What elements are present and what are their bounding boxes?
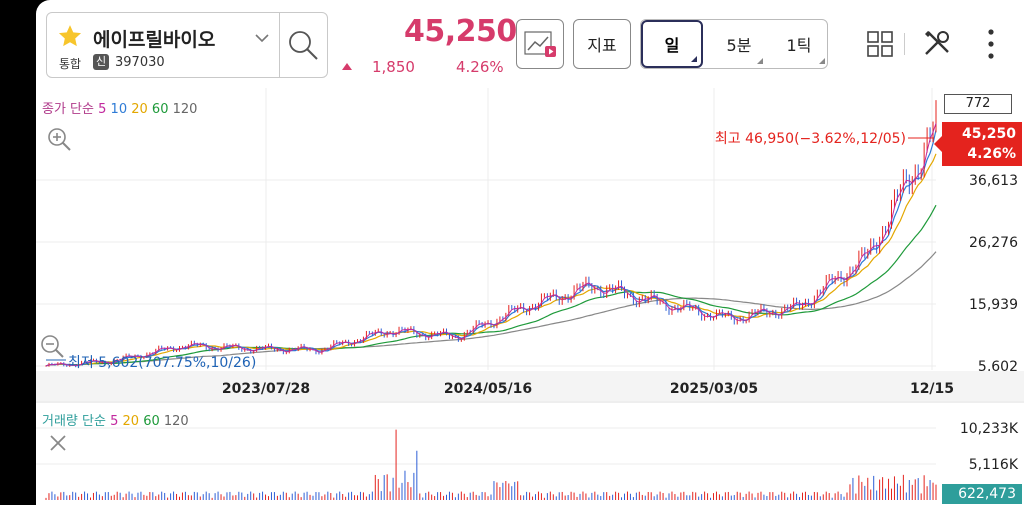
y-tick-label: 36,613 bbox=[969, 173, 1018, 189]
current-price-tag-value: 45,250 bbox=[961, 126, 1016, 142]
x-tick-label: 2024/05/16 bbox=[444, 381, 532, 397]
y-tick-label: 15,939 bbox=[969, 297, 1018, 313]
zoom-out-icon[interactable] bbox=[38, 332, 66, 360]
x-axis-band bbox=[36, 371, 1024, 401]
credit-badge: 신 bbox=[93, 54, 109, 70]
period-day-button[interactable]: 일 bbox=[641, 20, 703, 68]
vol-legend-ma20: 20 bbox=[122, 414, 140, 429]
chart-type-button[interactable] bbox=[516, 19, 564, 69]
vol-tick-label: 10,233K bbox=[960, 421, 1019, 437]
up-arrow-icon bbox=[342, 63, 352, 70]
legend-ma60: 60 bbox=[151, 102, 169, 117]
legend-ma5: 5 bbox=[98, 102, 107, 117]
period-5min-label: 5분 bbox=[726, 36, 752, 55]
star-icon[interactable] bbox=[57, 23, 83, 49]
ma10-line bbox=[45, 129, 937, 367]
more-vert-icon[interactable] bbox=[986, 28, 996, 60]
vol-legend-ma60: 60 bbox=[143, 414, 160, 429]
period-1tick-label: 1틱 bbox=[786, 36, 812, 55]
period-5min-button[interactable]: 5분 bbox=[711, 20, 767, 68]
ma5-line bbox=[45, 123, 937, 367]
top-value-box: 772 bbox=[944, 94, 1012, 114]
y-tick-label: 26,276 bbox=[969, 235, 1018, 251]
x-tick-label: 2025/03/05 bbox=[670, 381, 758, 397]
stock-code: 397030 bbox=[115, 55, 165, 70]
vol-legend-ma5: 5 bbox=[110, 414, 119, 429]
period-1tick-button[interactable]: 1틱 bbox=[769, 20, 829, 68]
ma60-line bbox=[45, 204, 937, 367]
stock-selector[interactable]: 에이프릴바이오 통합 신 397030 bbox=[46, 12, 328, 78]
current-price-tag-pct: 4.26% bbox=[967, 146, 1016, 162]
legend-ma10: 10 bbox=[110, 102, 128, 117]
vol-legend-label: 거래량 단순 bbox=[42, 414, 106, 429]
price-change: 1,850 bbox=[372, 58, 415, 76]
x-tick-label: 2023/07/28 bbox=[222, 381, 310, 397]
chart-area[interactable]: 36,613 26,276 15,939 5,602 2023/07/28 2024/05… bbox=[36, 88, 1024, 505]
tools-icon[interactable] bbox=[922, 28, 952, 58]
search-icon[interactable] bbox=[287, 29, 319, 61]
indicator-button[interactable]: 지표 bbox=[573, 19, 631, 69]
close-icon[interactable] bbox=[48, 433, 68, 453]
market-label: 통합 bbox=[59, 57, 82, 71]
current-price: 45,250 bbox=[404, 14, 517, 49]
high-annotation: 최고 46,950(−3.62%,12/05) bbox=[715, 131, 906, 147]
divider bbox=[904, 33, 905, 55]
ma20-line bbox=[45, 153, 937, 367]
zoom-in-icon[interactable] bbox=[46, 126, 72, 152]
stock-name[interactable]: 에이프릴바이오 bbox=[93, 29, 216, 51]
volume-current-tag: 622,473 bbox=[942, 484, 1022, 504]
current-price-tag: 45,250 4.26% bbox=[934, 122, 1022, 166]
legend-label: 종가 단순 bbox=[42, 102, 94, 117]
price-change-pct: 4.26% bbox=[456, 58, 504, 76]
legend-ma120: 120 bbox=[172, 102, 198, 117]
low-annotation: 최저 5,602(707.75%,10/26) bbox=[68, 355, 256, 371]
legend-ma20: 20 bbox=[131, 102, 148, 117]
vol-legend-ma120: 120 bbox=[163, 414, 189, 429]
grid-icon[interactable] bbox=[866, 30, 894, 58]
divider bbox=[279, 13, 280, 77]
chart-play-icon bbox=[524, 31, 556, 57]
volume-legend: 거래량 단순 5 20 60 120 bbox=[42, 410, 189, 429]
chevron-down-icon[interactable] bbox=[255, 33, 269, 43]
vol-tick-label: 5,116K bbox=[969, 457, 1019, 473]
app-frame: 에이프릴바이오 통합 신 397030 45,250 1,850 4.26% 지… bbox=[36, 0, 1024, 505]
period-selector: 일 5분 1틱 bbox=[640, 19, 828, 69]
x-tick-label: 12/15 bbox=[910, 381, 954, 397]
period-day-label: 일 bbox=[664, 36, 680, 55]
price-legend: 종가 단순 5 10 20 60 120 bbox=[42, 98, 197, 117]
